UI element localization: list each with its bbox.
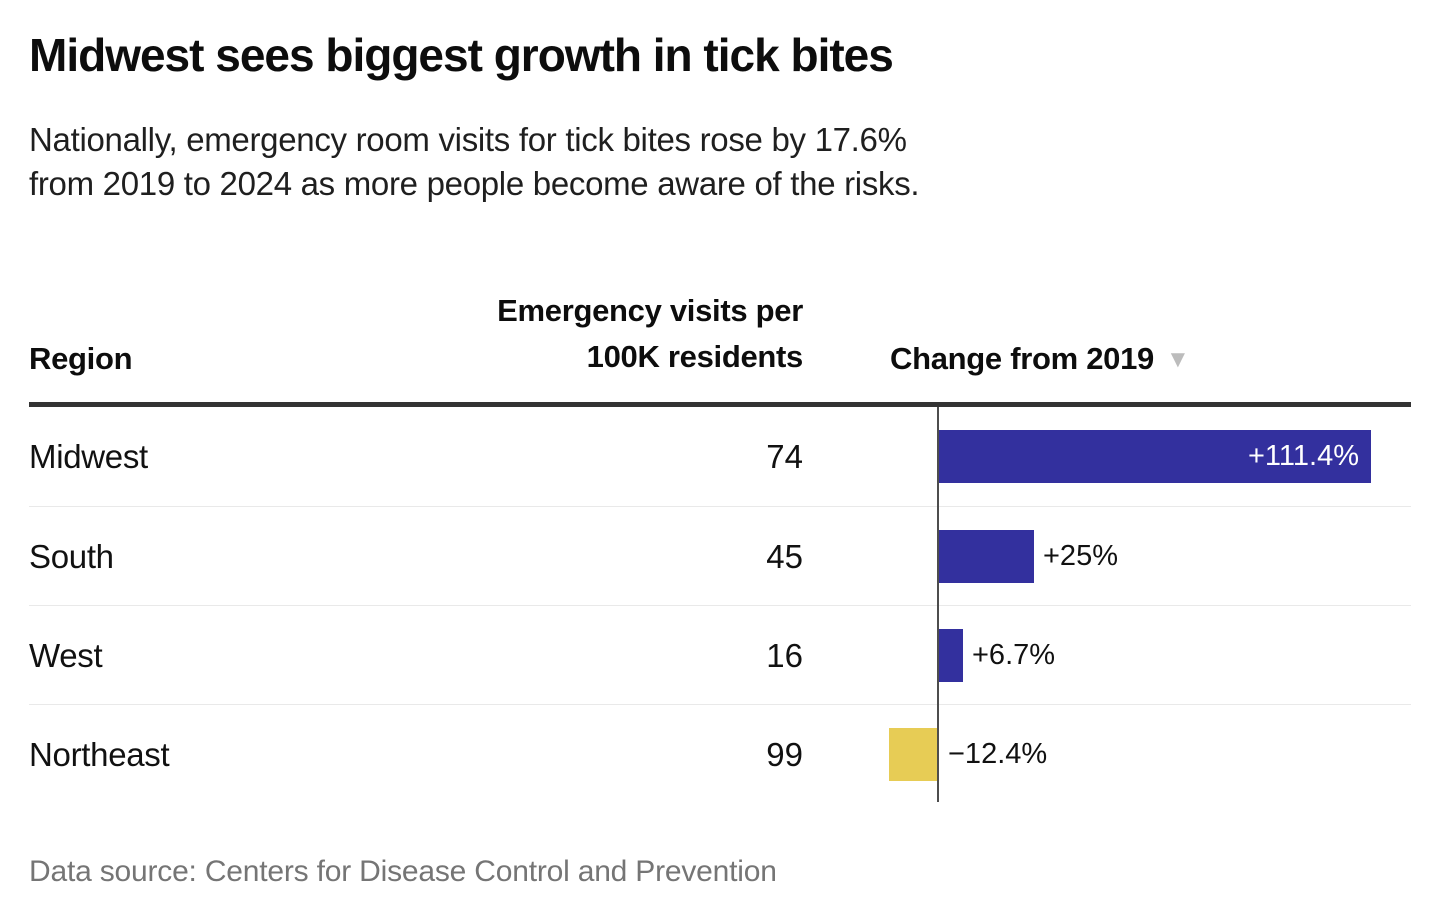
- zero-baseline: [937, 407, 939, 802]
- table-row-south: South 45 +25%: [29, 506, 1411, 605]
- column-header-change[interactable]: Change from 2019 ▼: [890, 336, 1190, 385]
- change-bar-label: +6.7%: [972, 639, 1056, 671]
- subtitle-line-1: Nationally, emergency room visits for ti…: [29, 121, 907, 158]
- visits-header-line-1: Emergency visits per: [497, 293, 803, 328]
- change-bar: [937, 430, 1371, 483]
- visits-header-line-2: 100K residents: [586, 339, 804, 374]
- region-label: West: [29, 637, 103, 674]
- region-label: South: [29, 538, 114, 575]
- change-bar-label: −12.4%: [948, 738, 1048, 770]
- subtitle-line-2: from 2019 to 2024 as more people become …: [29, 165, 920, 202]
- visits-value: 45: [766, 538, 803, 575]
- region-label: Northeast: [29, 736, 170, 773]
- chart-subtitle: Nationally, emergency room visits for ti…: [29, 118, 920, 206]
- visits-value: 74: [766, 438, 803, 475]
- visits-value: 99: [766, 736, 803, 773]
- change-bar: [889, 728, 937, 781]
- sort-descending-icon: ▼: [1165, 346, 1190, 373]
- change-bar-label: +25%: [1043, 540, 1118, 572]
- table-row-west: West 16 +6.7%: [29, 605, 1411, 704]
- change-bar: [937, 629, 963, 682]
- table-row-midwest: Midwest 74 +111.4%: [29, 407, 1411, 506]
- table-row-northeast: Northeast 99 −12.4%: [29, 704, 1411, 803]
- chart-title: Midwest sees biggest growth in tick bite…: [29, 29, 894, 81]
- change-header-label: Change from 2019: [890, 341, 1154, 376]
- table-body: Midwest 74 +111.4% South 45 +25% West 16…: [29, 407, 1411, 803]
- change-bar: [937, 530, 1034, 583]
- visits-value: 16: [766, 637, 803, 674]
- region-label: Midwest: [29, 438, 148, 475]
- change-bar-label: +111.4%: [1248, 440, 1359, 472]
- column-header-visits: Emergency visits per 100K residents: [497, 288, 803, 380]
- table-header-rule: [29, 402, 1411, 407]
- column-header-region: Region: [29, 341, 133, 376]
- data-source-note: Data source: Centers for Disease Control…: [29, 855, 777, 888]
